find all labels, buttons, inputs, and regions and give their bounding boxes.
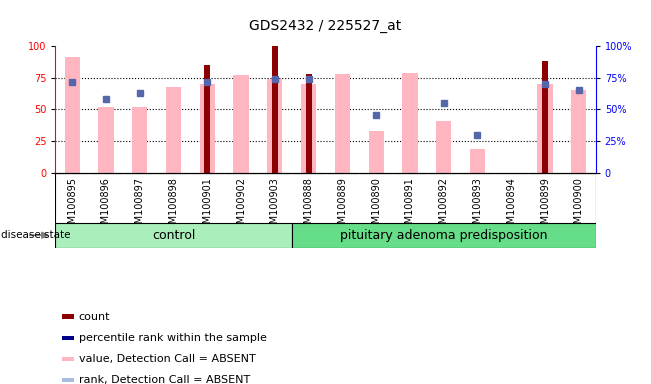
- Text: GSM100903: GSM100903: [270, 177, 280, 236]
- Text: GDS2432 / 225527_at: GDS2432 / 225527_at: [249, 19, 402, 33]
- Text: value, Detection Call = ABSENT: value, Detection Call = ABSENT: [79, 354, 256, 364]
- Bar: [542, 61, 548, 173]
- Bar: [301, 84, 316, 173]
- Text: pituitary adenoma predisposition: pituitary adenoma predisposition: [340, 229, 547, 242]
- Bar: [305, 74, 312, 173]
- Text: rank, Detection Call = ABSENT: rank, Detection Call = ABSENT: [79, 375, 250, 384]
- Bar: [268, 79, 283, 173]
- Text: GSM100901: GSM100901: [202, 177, 212, 236]
- Text: control: control: [152, 229, 195, 242]
- Bar: [402, 73, 417, 173]
- Text: percentile rank within the sample: percentile rank within the sample: [79, 333, 267, 343]
- Text: GSM100889: GSM100889: [337, 177, 348, 236]
- Text: GSM100893: GSM100893: [473, 177, 482, 236]
- Text: GSM100898: GSM100898: [169, 177, 178, 236]
- Text: GSM100892: GSM100892: [439, 177, 449, 236]
- Text: GSM100895: GSM100895: [67, 177, 77, 236]
- Bar: [55, 173, 596, 223]
- Bar: [470, 149, 485, 173]
- Bar: [204, 65, 210, 173]
- Bar: [98, 107, 113, 173]
- Bar: [200, 84, 215, 173]
- Text: GSM100896: GSM100896: [101, 177, 111, 236]
- Bar: [132, 107, 147, 173]
- Text: GSM100897: GSM100897: [135, 177, 145, 236]
- Bar: [368, 131, 383, 173]
- Text: GSM100900: GSM100900: [574, 177, 584, 236]
- Bar: [571, 90, 587, 173]
- Bar: [335, 74, 350, 173]
- Bar: [436, 121, 451, 173]
- Text: GSM100890: GSM100890: [371, 177, 381, 236]
- Text: count: count: [79, 312, 110, 322]
- Bar: [272, 46, 278, 173]
- Text: GSM100891: GSM100891: [405, 177, 415, 236]
- Bar: [292, 223, 596, 248]
- Bar: [538, 84, 553, 173]
- Bar: [166, 87, 181, 173]
- Text: disease state: disease state: [1, 230, 70, 240]
- Text: GSM100888: GSM100888: [303, 177, 314, 236]
- Bar: [64, 58, 80, 173]
- Text: GSM100902: GSM100902: [236, 177, 246, 236]
- Text: GSM100894: GSM100894: [506, 177, 516, 236]
- Text: GSM100899: GSM100899: [540, 177, 550, 236]
- Bar: [234, 75, 249, 173]
- Bar: [55, 223, 292, 248]
